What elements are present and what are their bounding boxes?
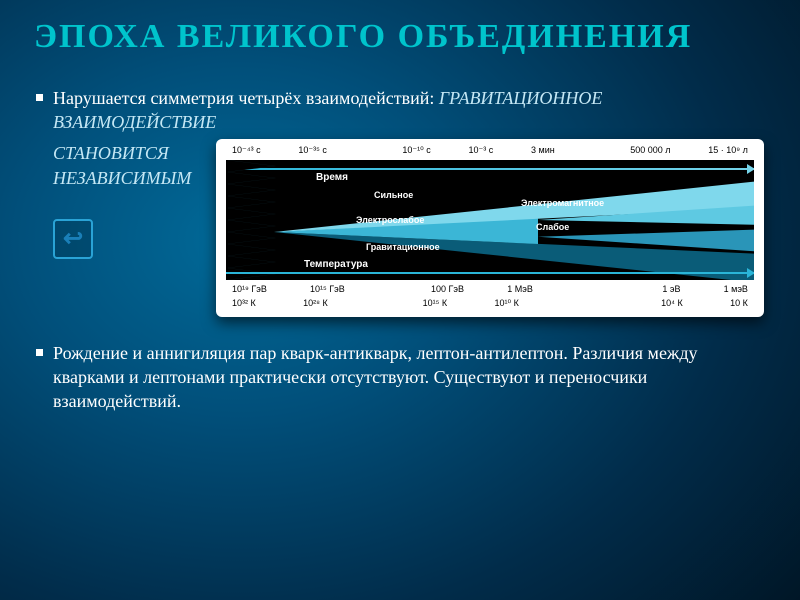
force-label-weak: Слабое — [536, 222, 569, 232]
axis-tick: 10 К — [730, 298, 748, 308]
axis-tick: 10⁻¹⁰ с — [402, 145, 430, 156]
axis-tick: 10¹⁰ К — [494, 298, 518, 309]
subline-2: НЕЗАВИСИМЫМ — [53, 168, 216, 189]
u-turn-icon: ↩ — [63, 224, 83, 253]
back-button[interactable]: ↩ — [53, 219, 93, 259]
bullet-1: Нарушается симметрия четырёх взаимодейст… — [36, 86, 764, 135]
force-label-gravity: Гравитационное — [366, 242, 440, 252]
bullet-marker — [36, 349, 43, 356]
axis-tick: 10¹⁵ К — [423, 298, 447, 308]
chart-plot-area: Время Силь — [226, 160, 754, 280]
axis-tick: 500 000 л — [630, 145, 670, 155]
bullet-2: Рождение и аннигиляция пар кварк-антиква… — [36, 341, 764, 414]
axis-tick: 1 мэВ — [724, 284, 748, 294]
axis-tick: 10¹⁹ ГэВ — [232, 284, 267, 294]
axis-tick: 10¹⁵ ГэВ — [310, 284, 345, 294]
temperature-axis-label: Температура — [304, 259, 368, 270]
axis-tick: 10⁻³ с — [469, 145, 494, 156]
page-title: ЭПОХА ВЕЛИКОГО ОБЪЕДИНЕНИЯ — [0, 0, 800, 56]
axis-tick: 10²⁸ К — [303, 298, 328, 308]
forces-timeline-chart: 10⁻⁴³ с 10⁻³⁵ с 10⁻¹⁰ с 10⁻³ с 3 мин 500 000 … — [216, 139, 764, 317]
force-label-strong: Сильное — [374, 190, 413, 200]
force-label-electroweak: Электрослабое — [356, 215, 424, 225]
axis-tick: 1 эВ — [662, 284, 680, 294]
temperature-arrow — [226, 272, 754, 274]
axis-tick: 10⁴ К — [661, 298, 683, 308]
time-axis-top: 10⁻⁴³ с 10⁻³⁵ с 10⁻¹⁰ с 10⁻³ с 3 мин 500 000 … — [226, 143, 754, 158]
force-label-electromagnetic: Электромагнитное — [521, 198, 604, 208]
bullet-2-text: Рождение и аннигиляция пар кварк-антиква… — [53, 341, 744, 414]
bullet-1-lead: Нарушается симметрия четырёх взаимодейст… — [53, 88, 434, 108]
axis-tick: 10³² К — [232, 298, 256, 308]
bullet-marker — [36, 94, 43, 101]
axis-tick: 1 МэВ — [507, 284, 533, 294]
axis-tick: 15 · 10⁹ л — [708, 145, 748, 155]
energy-axis: 10¹⁹ ГэВ 10¹⁵ ГэВ 100 ГэВ 1 МэВ 1 эВ 1 мэВ — [226, 282, 754, 296]
singularity-burst — [226, 160, 286, 280]
temperature-axis: 10³² К 10²⁸ К 10¹⁵ К 10¹⁰ К 10⁴ К 10 К — [226, 296, 754, 311]
axis-tick: 100 ГэВ — [431, 284, 464, 294]
axis-tick: 10⁻⁴³ с — [232, 145, 261, 156]
axis-tick: 3 мин — [531, 145, 555, 155]
axis-tick: 10⁻³⁵ с — [298, 145, 327, 156]
subline-1: СТАНОВИТСЯ — [53, 143, 216, 164]
